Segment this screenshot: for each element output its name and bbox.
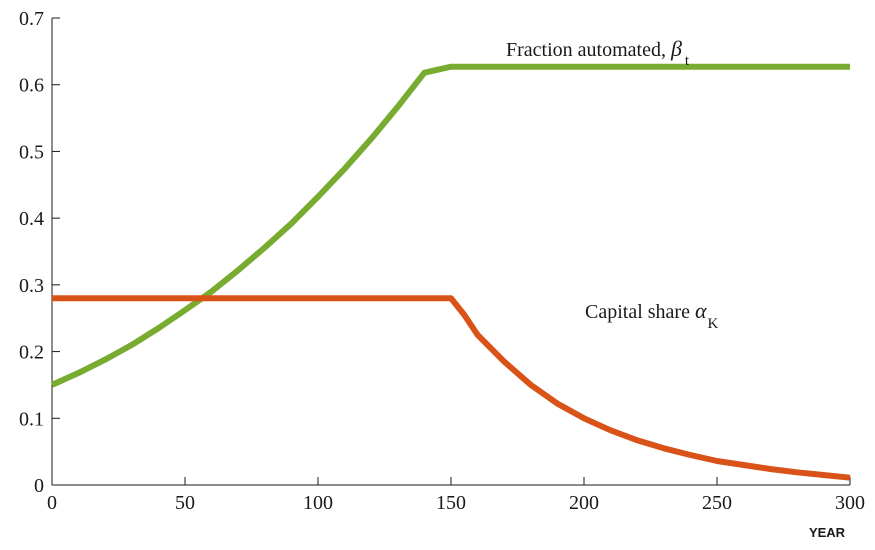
- y-tick-label: 0.2: [19, 342, 44, 364]
- x-tick-label: 0: [47, 492, 57, 514]
- x-tick-label: 100: [303, 492, 333, 514]
- x-tick-label: 50: [175, 492, 195, 514]
- series-label-text: Capital share: [585, 301, 695, 323]
- x-tick-label: 250: [702, 492, 732, 514]
- y-tick-label: 0.4: [19, 208, 44, 230]
- x-tick-label: 200: [569, 492, 599, 514]
- y-tick-label: 0.5: [19, 141, 44, 163]
- series-layer: [50, 63, 851, 481]
- x-tick-label: 150: [436, 492, 466, 514]
- series-line-capital-share: [52, 295, 851, 481]
- series-label-subscript: t: [685, 53, 690, 69]
- y-tick-label: 0.1: [19, 408, 44, 430]
- y-tick-label: 0.3: [19, 275, 44, 297]
- series-label-text: Fraction automated,: [506, 39, 671, 61]
- y-tick-label: 0.6: [19, 75, 44, 97]
- beta-symbol: β: [670, 36, 682, 61]
- y-tick-label: 0: [34, 475, 44, 497]
- series-label-subscript: K: [708, 316, 719, 332]
- axes: 0 50 100 150 200 250 300 0 0.1 0.2 0.3 0.4 0.5 0.6 0.7: [19, 8, 865, 514]
- x-tick-label: 300: [835, 492, 865, 514]
- series-label-capital-share: Capital share αK: [585, 298, 719, 332]
- series-line-fraction-automated: [50, 63, 850, 388]
- alpha-symbol: α: [695, 298, 707, 323]
- y-tick-label: 0.7: [19, 8, 44, 30]
- x-axis-label: YEAR: [809, 525, 846, 540]
